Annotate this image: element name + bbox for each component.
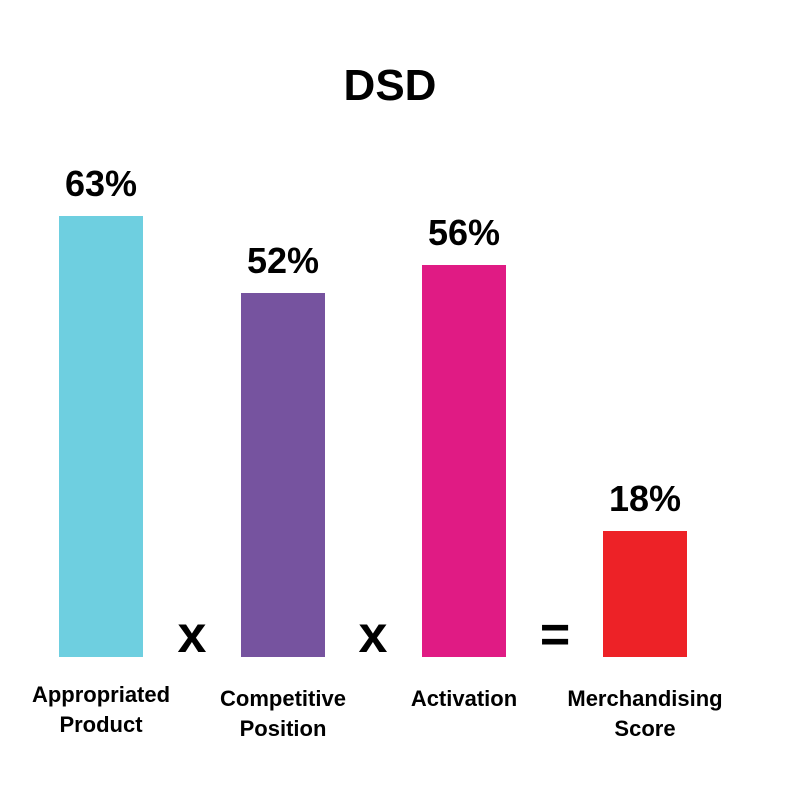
value-label-2: 56%: [428, 212, 500, 253]
bar-2: [422, 265, 506, 657]
equals-operator: =: [540, 606, 570, 664]
category-labels-group: Appropriated Product Competitive Position Ac…: [32, 682, 723, 741]
multiply-operator-0: x: [178, 606, 207, 664]
category-label-0: Appropriated Product: [32, 682, 170, 737]
bar-1: [241, 293, 325, 657]
bar-0: [59, 216, 143, 657]
chart-title: DSD: [344, 61, 437, 110]
value-label-1: 52%: [247, 240, 319, 281]
bar-3: [603, 531, 687, 657]
operators-group: x x =: [178, 606, 571, 664]
multiply-operator-1: x: [359, 606, 388, 664]
bars-group: [59, 216, 687, 657]
value-label-0: 63%: [65, 163, 137, 204]
category-label-2: Activation: [411, 686, 517, 711]
value-label-3: 18%: [609, 478, 681, 519]
value-labels-group: 63% 52% 56% 18%: [65, 163, 681, 519]
category-label-1: Competitive Position: [220, 686, 346, 741]
category-label-3: Merchandising Score: [567, 686, 722, 741]
